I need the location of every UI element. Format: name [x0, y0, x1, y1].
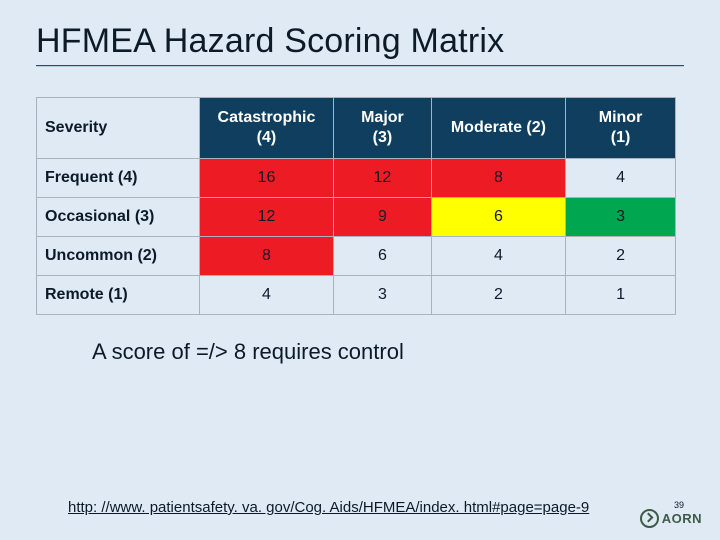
- col-head-major: Major (3): [334, 98, 432, 159]
- matrix-cell: 8: [431, 159, 565, 198]
- col-head-minor: Minor (1): [566, 98, 676, 159]
- row-head-occasional: Occasional (3): [37, 198, 200, 237]
- matrix-cell: 12: [334, 159, 432, 198]
- matrix-cell: 1: [566, 276, 676, 315]
- row-head-remote: Remote (1): [37, 276, 200, 315]
- matrix-cell: 3: [334, 276, 432, 315]
- col-head-line2: (4): [257, 129, 277, 146]
- matrix-cell: 6: [334, 237, 432, 276]
- matrix-cell: 4: [566, 159, 676, 198]
- matrix-cell: 4: [199, 276, 333, 315]
- source-link[interactable]: http: //www. patientsafety. va. gov/Cog.…: [68, 499, 589, 516]
- matrix-cell: 12: [199, 198, 333, 237]
- matrix-cell: 6: [431, 198, 565, 237]
- table-row: Uncommon (2) 8 6 4 2: [37, 237, 676, 276]
- table-row: Frequent (4) 16 12 8 4: [37, 159, 676, 198]
- matrix-cell: 9: [334, 198, 432, 237]
- aorn-logo-text: AORN: [662, 511, 702, 526]
- matrix-cell: 2: [566, 237, 676, 276]
- matrix-cell: 4: [431, 237, 565, 276]
- table-corner-label: Severity: [37, 98, 200, 159]
- col-head-line1: Minor: [599, 109, 643, 126]
- table-header-row: Severity Catastrophic (4) Major (3) Mode…: [37, 98, 676, 159]
- aorn-logo-icon: [640, 509, 659, 528]
- matrix-cell: 2: [431, 276, 565, 315]
- hazard-matrix-table: Severity Catastrophic (4) Major (3) Mode…: [36, 97, 676, 315]
- table-row: Remote (1) 4 3 2 1: [37, 276, 676, 315]
- matrix-cell: 16: [199, 159, 333, 198]
- col-head-line2: (3): [373, 129, 393, 146]
- col-head-moderate: Moderate (2): [431, 98, 565, 159]
- col-head-line1: Major: [361, 109, 404, 126]
- row-head-frequent: Frequent (4): [37, 159, 200, 198]
- table-body: Frequent (4) 16 12 8 4 Occasional (3) 12…: [37, 159, 676, 315]
- col-head-line2: (1): [611, 129, 631, 146]
- col-head-line1: Catastrophic: [218, 109, 316, 126]
- slide: HFMEA Hazard Scoring Matrix Severity Cat…: [0, 0, 720, 540]
- matrix-cell: 8: [199, 237, 333, 276]
- title-rule: [36, 65, 684, 67]
- control-note: A score of =/> 8 requires control: [92, 339, 684, 365]
- row-head-uncommon: Uncommon (2): [37, 237, 200, 276]
- col-head-catastrophic: Catastrophic (4): [199, 98, 333, 159]
- matrix-cell: 3: [566, 198, 676, 237]
- aorn-logo: AORN: [640, 509, 702, 528]
- table-row: Occasional (3) 12 9 6 3: [37, 198, 676, 237]
- slide-title: HFMEA Hazard Scoring Matrix: [36, 22, 684, 61]
- col-head-line1: Moderate (2): [451, 119, 546, 136]
